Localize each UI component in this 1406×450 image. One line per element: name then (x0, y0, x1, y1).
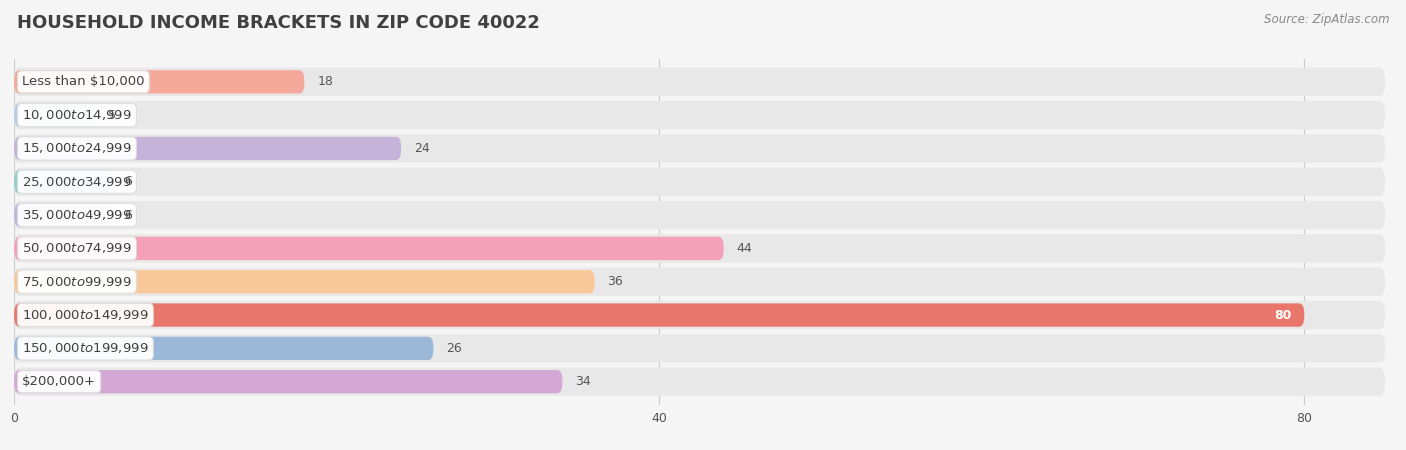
Text: 24: 24 (413, 142, 430, 155)
FancyBboxPatch shape (14, 234, 1385, 262)
FancyBboxPatch shape (14, 237, 724, 260)
Text: $50,000 to $74,999: $50,000 to $74,999 (22, 241, 132, 256)
FancyBboxPatch shape (14, 270, 595, 293)
FancyBboxPatch shape (14, 167, 1385, 196)
Text: 5: 5 (108, 108, 115, 122)
FancyBboxPatch shape (14, 368, 1385, 396)
Text: 18: 18 (318, 75, 333, 88)
FancyBboxPatch shape (14, 370, 562, 393)
Text: 26: 26 (446, 342, 463, 355)
Text: 44: 44 (737, 242, 752, 255)
Text: $35,000 to $49,999: $35,000 to $49,999 (22, 208, 132, 222)
Text: 6: 6 (124, 209, 132, 221)
Text: 6: 6 (124, 175, 132, 188)
FancyBboxPatch shape (14, 101, 1385, 129)
FancyBboxPatch shape (14, 137, 401, 160)
FancyBboxPatch shape (14, 334, 1385, 363)
Text: $150,000 to $199,999: $150,000 to $199,999 (22, 342, 149, 356)
FancyBboxPatch shape (14, 134, 1385, 162)
Text: 80: 80 (1274, 309, 1291, 322)
FancyBboxPatch shape (14, 268, 1385, 296)
FancyBboxPatch shape (14, 203, 111, 227)
Text: Source: ZipAtlas.com: Source: ZipAtlas.com (1264, 14, 1389, 27)
FancyBboxPatch shape (14, 170, 111, 194)
FancyBboxPatch shape (14, 70, 304, 94)
Text: 36: 36 (607, 275, 623, 288)
Text: $200,000+: $200,000+ (22, 375, 96, 388)
Text: $15,000 to $24,999: $15,000 to $24,999 (22, 141, 132, 155)
Text: $100,000 to $149,999: $100,000 to $149,999 (22, 308, 149, 322)
FancyBboxPatch shape (14, 337, 433, 360)
Text: Less than $10,000: Less than $10,000 (22, 75, 145, 88)
FancyBboxPatch shape (14, 201, 1385, 229)
Text: $25,000 to $34,999: $25,000 to $34,999 (22, 175, 132, 189)
Text: 34: 34 (575, 375, 591, 388)
FancyBboxPatch shape (14, 301, 1385, 329)
Text: $10,000 to $14,999: $10,000 to $14,999 (22, 108, 132, 122)
FancyBboxPatch shape (14, 104, 94, 127)
Text: $75,000 to $99,999: $75,000 to $99,999 (22, 275, 132, 289)
FancyBboxPatch shape (14, 68, 1385, 96)
FancyBboxPatch shape (14, 303, 1305, 327)
Text: HOUSEHOLD INCOME BRACKETS IN ZIP CODE 40022: HOUSEHOLD INCOME BRACKETS IN ZIP CODE 40… (17, 14, 540, 32)
